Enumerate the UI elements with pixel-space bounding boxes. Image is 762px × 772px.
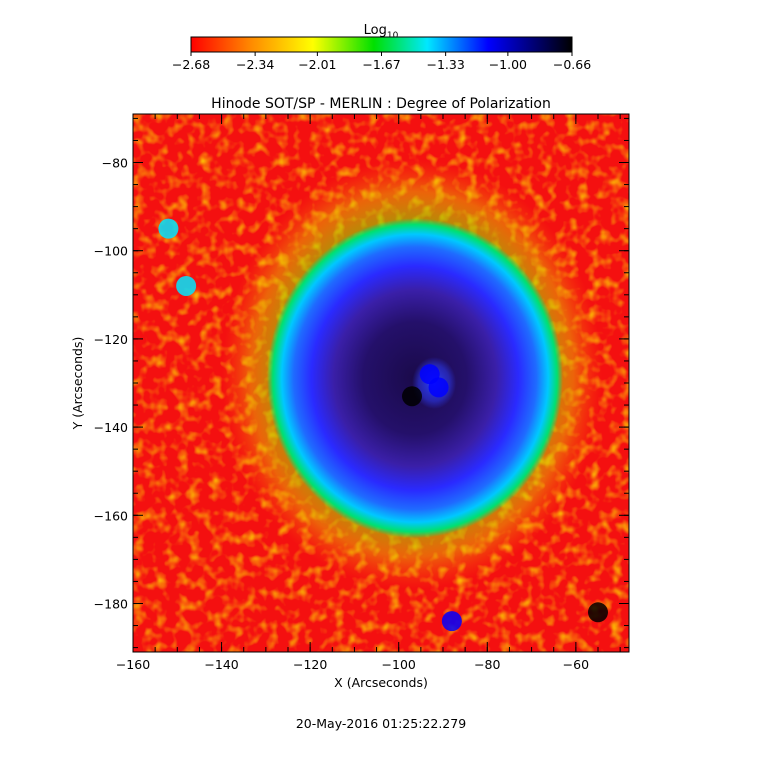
colorbar-tick-label: −2.68	[172, 57, 210, 72]
y-tick-label: −100	[94, 244, 128, 259]
chart-title: Hinode SOT/SP - MERLIN : Degree of Polar…	[211, 96, 551, 112]
y-tick-label: −80	[102, 156, 128, 171]
x-tick-label: −60	[563, 657, 589, 672]
y-tick-label: −140	[94, 420, 128, 435]
feature-blob	[402, 386, 422, 407]
y-axis: −80 −100 −120 −140 −160 −180	[94, 117, 629, 649]
x-axis-label: X (Arcseconds)	[334, 675, 428, 690]
colorbar-tick-label: −2.01	[298, 57, 336, 72]
colorbar-gradient	[190, 36, 573, 53]
x-tick-label: −160	[116, 657, 150, 672]
y-tick-label: −180	[94, 596, 128, 611]
x-axis: −160 −140 −120 −100 −80 −60	[116, 114, 621, 672]
colorbar-tick-label: −0.66	[553, 57, 591, 72]
colorbar-tick-label: −1.67	[362, 57, 400, 72]
feature-blob	[441, 611, 462, 632]
colorbar-label: Log10	[364, 23, 399, 41]
heatmap-plot	[133, 114, 629, 652]
x-tick-label: −100	[382, 657, 416, 672]
feature-blob	[588, 602, 608, 623]
colorbar-tick-label: −2.34	[236, 57, 274, 72]
y-tick-label: −160	[94, 508, 128, 523]
x-tick-label: −120	[293, 657, 327, 672]
feature-blob	[158, 218, 179, 239]
x-tick-label: −140	[204, 657, 238, 672]
y-axis-label: Y (Arcseconds)	[70, 337, 85, 431]
colorbar-ticks: −2.68 −2.34 −2.01 −1.67 −1.33 −1.00 −0.66	[172, 52, 591, 72]
feature-blob	[176, 275, 197, 296]
colorbar-tick-label: −1.00	[489, 57, 527, 72]
feature-blob	[428, 377, 449, 398]
y-tick-label: −120	[94, 332, 128, 347]
timestamp-footer: 20-May-2016 01:25:22.279	[296, 716, 466, 731]
heatmap-features	[158, 218, 608, 632]
colorbar: Log10 −2.68 −2.34 −2.01 −1.67 −1.33 −1.00 −0.6…	[172, 23, 591, 72]
x-tick-label: −80	[474, 657, 500, 672]
colorbar-tick-label: −1.33	[426, 57, 464, 72]
